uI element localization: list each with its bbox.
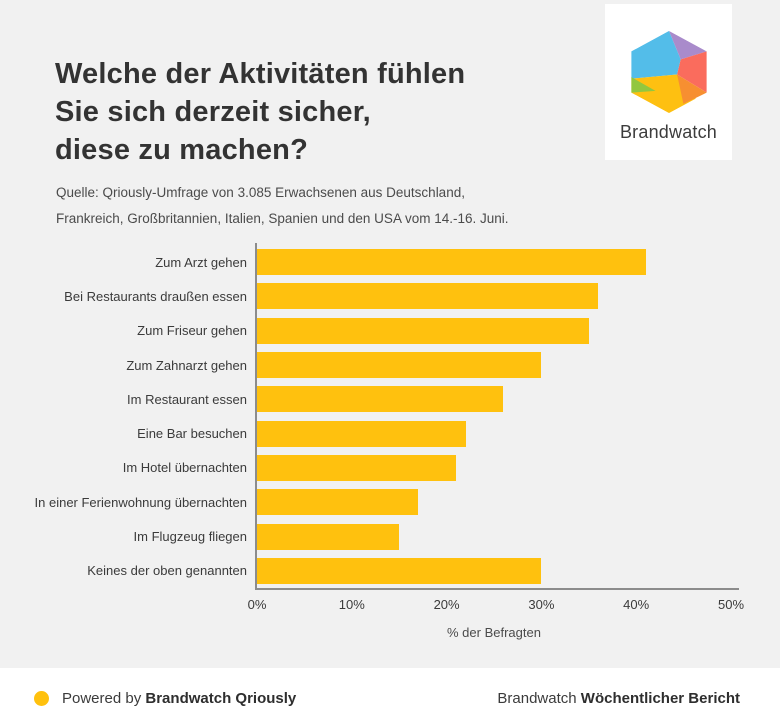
category-label: In einer Ferienwohnung übernachten bbox=[34, 494, 247, 510]
bar bbox=[257, 489, 419, 516]
powered-by: Powered by Brandwatch Qriously bbox=[34, 690, 296, 707]
x-tick-label: 50% bbox=[717, 597, 745, 612]
footer-bar: Powered by Brandwatch Qriously Brandwatc… bbox=[0, 668, 780, 728]
report-name: Brandwatch Wöchentlicher Bericht bbox=[497, 689, 740, 707]
bar bbox=[257, 420, 466, 447]
category-label: Zum Friseur gehen bbox=[137, 323, 247, 339]
qriously-dot-icon bbox=[34, 690, 49, 706]
category-label: Im Restaurant essen bbox=[127, 391, 247, 407]
brandwatch-logo-card: Brandwatch bbox=[605, 4, 732, 160]
category-label: Eine Bar besuchen bbox=[137, 426, 247, 442]
x-tick-label: 10% bbox=[338, 597, 365, 612]
category-labels: Zum Arzt gehen Bei Restaurants draußen es… bbox=[0, 245, 247, 588]
x-tick-label: 30% bbox=[528, 597, 555, 612]
category-label: Zum Arzt gehen bbox=[155, 254, 247, 270]
bar bbox=[257, 352, 542, 379]
x-tick-label: 20% bbox=[433, 597, 460, 612]
bar bbox=[257, 386, 504, 413]
x-axis-ticks: 0% 10% 20% 30% 40% 50% bbox=[248, 597, 744, 613]
x-tick-label: 40% bbox=[623, 597, 650, 612]
bar bbox=[257, 317, 589, 344]
bar bbox=[257, 523, 400, 550]
brandwatch-logo-text: Brandwatch bbox=[619, 122, 718, 142]
x-tick-label: 0% bbox=[247, 597, 267, 612]
bar bbox=[257, 454, 457, 481]
x-axis-label: % der Befragten bbox=[447, 625, 541, 640]
bar bbox=[257, 557, 542, 584]
bar bbox=[257, 249, 646, 276]
page-title: Welche der Aktivitäten fühlen Sie sich d… bbox=[55, 58, 466, 166]
category-label: Im Flugzeug fliegen bbox=[133, 529, 247, 545]
category-label: Zum Zahnarzt gehen bbox=[126, 357, 247, 373]
brandwatch-hexagon-icon bbox=[630, 30, 707, 114]
powered-by-text: Powered by Brandwatch Qriously bbox=[62, 689, 297, 707]
category-label: Im Hotel übernachten bbox=[122, 460, 247, 476]
bar-chart-plot-area bbox=[255, 243, 739, 590]
category-label: Bei Restaurants draußen essen bbox=[64, 288, 247, 304]
bar bbox=[257, 283, 599, 310]
source-note: Quelle: Qriously-Umfrage von 3.085 Erwac… bbox=[56, 185, 509, 226]
category-label: Keines der oben genannten bbox=[87, 563, 247, 579]
